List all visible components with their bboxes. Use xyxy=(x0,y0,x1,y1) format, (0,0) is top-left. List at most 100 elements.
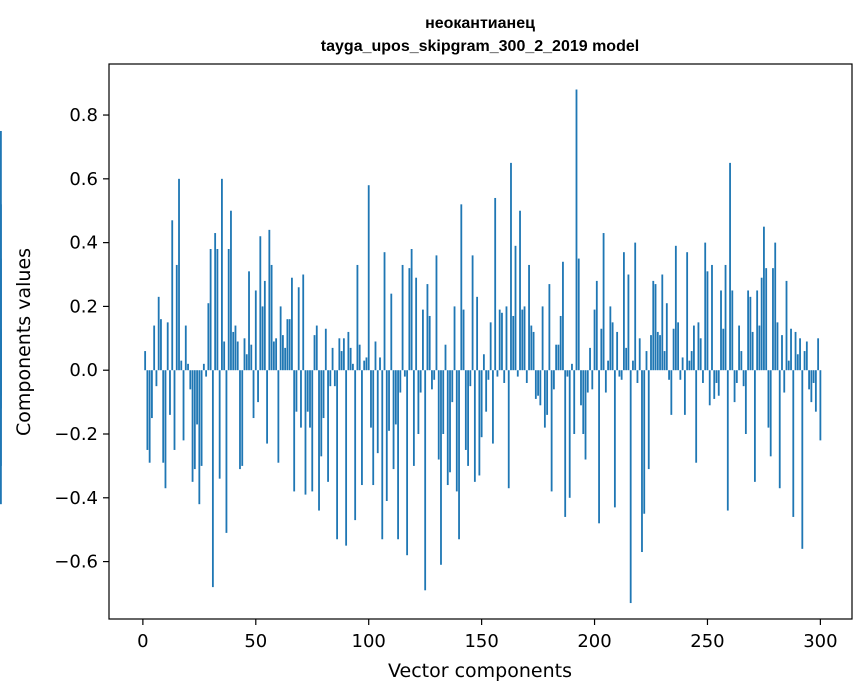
bar-199 xyxy=(591,370,594,390)
bar-69 xyxy=(297,287,300,371)
bar-258 xyxy=(724,264,727,371)
bar-158 xyxy=(498,309,501,371)
bar-144 xyxy=(467,370,469,466)
bar-14 xyxy=(173,370,176,450)
bar-33 xyxy=(216,249,219,371)
bar-280 xyxy=(774,242,777,371)
bar-162 xyxy=(507,370,510,489)
bar-168 xyxy=(521,309,524,371)
bar-36 xyxy=(223,341,226,371)
bar-231 xyxy=(663,351,666,371)
bar-11 xyxy=(166,322,169,371)
bar-27 xyxy=(202,363,205,371)
bar-178 xyxy=(543,370,546,428)
x-tick-label: 250 xyxy=(690,631,724,652)
bar-44 xyxy=(241,370,244,466)
bar-187 xyxy=(564,370,567,517)
bars-group xyxy=(0,89,822,604)
bar-107 xyxy=(383,252,386,371)
bar-233 xyxy=(668,370,670,380)
bar-75 xyxy=(311,370,314,492)
bar-35 xyxy=(221,178,223,371)
bar-130 xyxy=(435,255,438,371)
bar-41 xyxy=(234,325,237,371)
bar-252 xyxy=(711,264,713,371)
bar-238 xyxy=(679,370,682,380)
x-tick-label: 50 xyxy=(244,631,267,652)
bar-140 xyxy=(458,370,460,540)
bar-197 xyxy=(586,370,589,393)
bar-109 xyxy=(388,370,390,431)
bar-55 xyxy=(266,370,268,444)
bar-194 xyxy=(580,370,582,406)
bar-104 xyxy=(376,370,379,454)
bar-274 xyxy=(760,277,763,371)
bar-229 xyxy=(659,335,661,371)
bar-157 xyxy=(496,370,499,377)
bar-113 xyxy=(397,370,399,540)
bar-161 xyxy=(505,306,508,371)
bar-74 xyxy=(309,370,311,428)
bar-219 xyxy=(636,370,639,383)
bar-262 xyxy=(733,370,736,403)
bar-170 xyxy=(525,370,528,383)
bar-182 xyxy=(552,370,555,390)
bar-93 xyxy=(352,363,354,371)
bar-222 xyxy=(643,370,646,514)
bar-121 xyxy=(415,277,418,371)
bar-72 xyxy=(304,370,307,495)
bar-10 xyxy=(164,370,167,489)
bar-59 xyxy=(275,338,278,371)
bar-105 xyxy=(379,357,381,371)
bar-111 xyxy=(392,370,395,470)
bar-289 xyxy=(794,331,797,371)
bar-272 xyxy=(756,290,759,371)
bar-290 xyxy=(796,354,799,371)
y-tick-label: −0.6 xyxy=(54,552,98,573)
bar-160 xyxy=(503,370,506,383)
bar-196 xyxy=(584,370,587,460)
bar-37 xyxy=(225,370,228,533)
bar-134 xyxy=(444,344,447,371)
bar-267 xyxy=(744,370,747,434)
bar-234 xyxy=(670,370,673,415)
x-tick-label: 0 xyxy=(137,631,148,652)
bar-293 xyxy=(803,351,806,371)
bar-153 xyxy=(487,370,490,380)
y-axis-ticks: −0.6 −0.4 −0.2 0.0 0.2 0.4 0.6 0.8 xyxy=(54,105,109,573)
x-tick-label: 200 xyxy=(577,631,611,652)
bar-270 xyxy=(751,331,754,371)
bar-269 xyxy=(749,296,752,371)
y-tick-label: 0.4 xyxy=(69,233,98,254)
bar-281 xyxy=(776,322,779,371)
bar-177 xyxy=(541,306,544,371)
bar-298 xyxy=(814,370,817,412)
bar-247 xyxy=(699,338,702,371)
bar-undefined xyxy=(0,130,2,371)
bar-156 xyxy=(494,197,497,371)
bar-228 xyxy=(656,331,659,371)
bar-118 xyxy=(408,268,411,371)
bar-4 xyxy=(151,370,153,419)
bar-50 xyxy=(254,290,257,371)
bar-2 xyxy=(146,370,149,450)
bar-203 xyxy=(600,328,603,371)
bar-202 xyxy=(598,370,600,524)
bar-299 xyxy=(817,338,820,371)
bar-15 xyxy=(175,264,178,371)
bar-163 xyxy=(510,162,512,371)
bar-94 xyxy=(354,370,357,521)
bar-271 xyxy=(753,370,756,482)
bar-214 xyxy=(625,347,628,371)
bar-284 xyxy=(783,370,786,393)
bar-226 xyxy=(652,280,655,371)
bar-70 xyxy=(300,370,302,428)
bar-242 xyxy=(688,360,691,371)
bar-186 xyxy=(562,261,564,371)
bar-85 xyxy=(333,370,336,387)
bar-276 xyxy=(765,268,768,371)
chart-subtitle: tayga_upos_skipgram_300_2_2019 model xyxy=(321,38,639,55)
bar-246 xyxy=(697,322,700,371)
bar-147 xyxy=(473,370,476,482)
